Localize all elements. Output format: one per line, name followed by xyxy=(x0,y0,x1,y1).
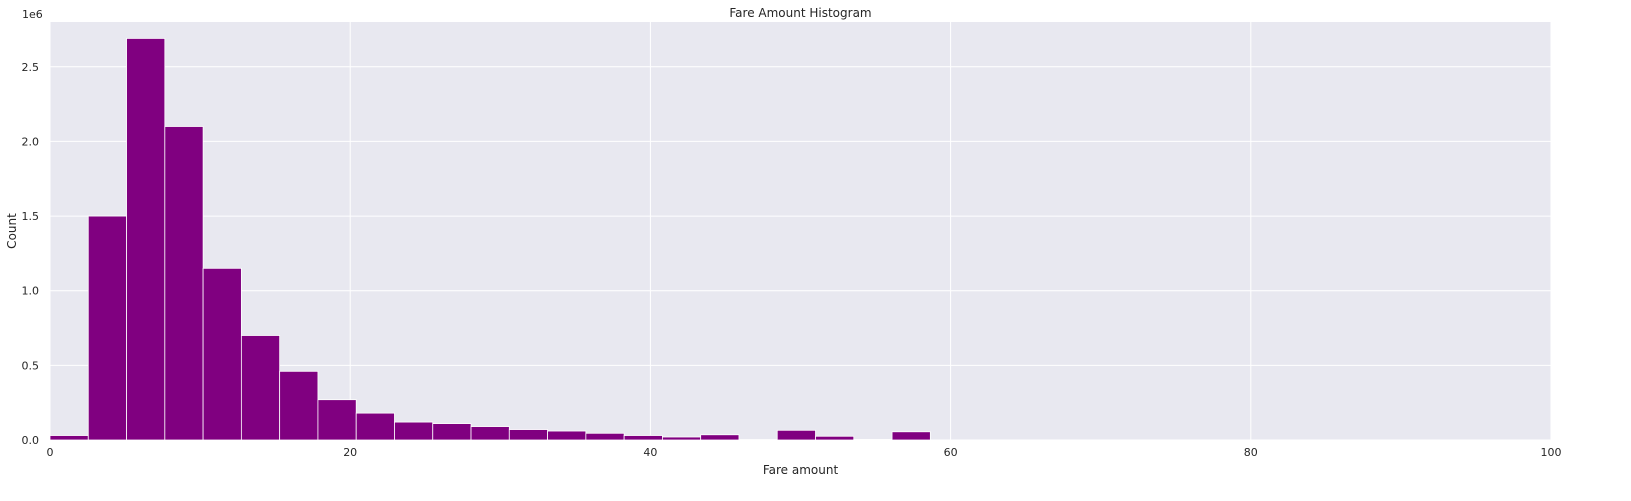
histogram-bar xyxy=(891,431,931,441)
histogram-bar xyxy=(470,426,510,441)
histogram-bar xyxy=(662,436,702,441)
x-tick-label: 100 xyxy=(1541,446,1562,459)
y-axis-offset-label: 1e6 xyxy=(22,8,43,21)
histogram-bar xyxy=(317,399,357,441)
y-tick-label: 1.5 xyxy=(22,210,40,223)
histogram-bar xyxy=(585,432,625,441)
histogram-bar xyxy=(776,429,816,441)
histogram-bar xyxy=(623,435,663,441)
histogram-bar xyxy=(279,370,319,441)
y-tick-label: 2.5 xyxy=(22,61,40,74)
histogram-bar xyxy=(815,435,855,441)
histogram-bar xyxy=(547,430,587,441)
y-tick-label: 1.0 xyxy=(22,285,40,298)
histogram-bar xyxy=(126,38,166,441)
histogram-bar xyxy=(432,423,472,441)
x-axis-label: Fare amount xyxy=(763,463,839,477)
histogram-bar xyxy=(700,434,740,441)
histogram-bars xyxy=(49,38,931,441)
histogram-bar xyxy=(508,429,548,441)
histogram-bar xyxy=(394,421,434,441)
histogram-bar xyxy=(853,439,893,441)
y-tick-label: 0.0 xyxy=(22,434,40,447)
x-tick-label: 80 xyxy=(1244,446,1258,459)
x-tick-labels: 0 20 40 60 80 100 xyxy=(47,446,1562,459)
histogram-bar xyxy=(240,335,281,441)
plot-area xyxy=(50,22,1551,440)
x-tick-label: 40 xyxy=(643,446,657,459)
histogram-bar xyxy=(164,126,204,441)
x-gridlines xyxy=(49,22,1552,440)
histogram-bar xyxy=(87,215,127,441)
histogram-bar xyxy=(49,435,89,441)
y-tick-labels: 0.0 0.5 1.0 1.5 2.0 2.5 xyxy=(22,61,40,447)
histogram-bar xyxy=(355,412,395,441)
x-tick-label: 20 xyxy=(343,446,357,459)
chart-title: Fare Amount Histogram xyxy=(729,6,871,20)
x-tick-label: 0 xyxy=(47,446,54,459)
y-tick-label: 2.0 xyxy=(22,135,40,148)
y-tick-label: 0.5 xyxy=(22,359,40,372)
y-axis-label: Count xyxy=(5,213,19,249)
x-tick-label: 60 xyxy=(944,446,958,459)
histogram-bar xyxy=(202,267,242,441)
